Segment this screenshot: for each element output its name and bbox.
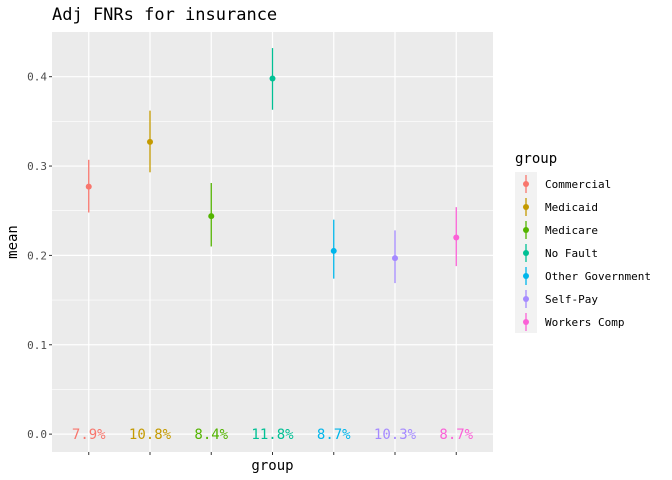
- percent-label: 8.7%: [439, 427, 473, 443]
- percent-label: 7.9%: [72, 427, 106, 443]
- data-marks: 7.9% 10.8% 8.4% 11.8% 8.7% 10.3% 8.7%: [72, 48, 474, 443]
- legend-key-point: [523, 296, 529, 302]
- legend-label: Workers Comp: [545, 316, 624, 329]
- legend-entry: No Fault: [523, 244, 598, 262]
- mean-point: [269, 75, 276, 82]
- y-tick-label: 0.3: [27, 160, 47, 173]
- legend-label: Medicaid: [545, 201, 598, 214]
- legend-key-point: [523, 250, 529, 256]
- chart-title: Adj FNRs for insurance: [52, 5, 277, 25]
- legend-entry: Commercial: [523, 175, 611, 193]
- y-tick-label: 0.4: [27, 71, 47, 84]
- legend-key-point: [523, 204, 529, 210]
- y-tick-label: 0.0: [27, 428, 47, 441]
- pointrange-medicaid: 10.8%: [129, 110, 172, 443]
- legend-label: No Fault: [545, 247, 598, 260]
- percent-label: 10.3%: [374, 427, 417, 443]
- pointrange-medicare: 8.4%: [194, 183, 229, 443]
- mean-point: [330, 247, 337, 254]
- mean-point: [85, 183, 92, 190]
- legend-key-point: [523, 273, 529, 279]
- legend-entry: Workers Comp: [523, 313, 624, 331]
- legend-key-point: [523, 319, 529, 325]
- x-axis: [88, 452, 457, 455]
- mean-point: [453, 234, 460, 241]
- percent-label: 10.8%: [129, 427, 172, 443]
- legend-label: Medicare: [545, 224, 598, 237]
- legend-key-point: [523, 227, 529, 233]
- legend-label: Other Government: [545, 270, 651, 283]
- y-tick-label: 0.1: [27, 339, 47, 352]
- mean-point: [208, 213, 215, 220]
- y-tick-label: 0.2: [27, 249, 47, 262]
- mean-point: [392, 255, 398, 262]
- percent-label: 8.4%: [194, 427, 228, 443]
- legend: group Commercial Medicaid Medicare No Fault…: [515, 151, 651, 333]
- y-axis-title: mean: [5, 225, 21, 259]
- percent-label: 11.8%: [251, 427, 294, 443]
- y-axis: 0.0 0.1 0.2 0.3 0.4: [27, 71, 52, 441]
- legend-title: group: [515, 151, 557, 167]
- pointrange-self-pay: 10.3%: [374, 230, 417, 443]
- legend-label: Commercial: [545, 178, 611, 191]
- legend-entry: Self-Pay: [523, 290, 598, 308]
- pointrange-commercial: 7.9%: [72, 159, 106, 443]
- legend-entry: Medicare: [523, 221, 598, 239]
- legend-entry: Other Government: [523, 267, 651, 285]
- legend-label: Self-Pay: [545, 293, 598, 306]
- x-axis-title: group: [251, 458, 293, 474]
- legend-key-point: [523, 181, 529, 187]
- legend-entry: Medicaid: [523, 198, 598, 216]
- pointrange-workers-comp: 8.7%: [439, 207, 474, 443]
- percent-label: 8.7%: [317, 427, 351, 443]
- pointrange-no-fault: 11.8%: [251, 48, 294, 443]
- mean-point: [147, 138, 153, 145]
- pointrange-other-government: 8.7%: [317, 219, 351, 443]
